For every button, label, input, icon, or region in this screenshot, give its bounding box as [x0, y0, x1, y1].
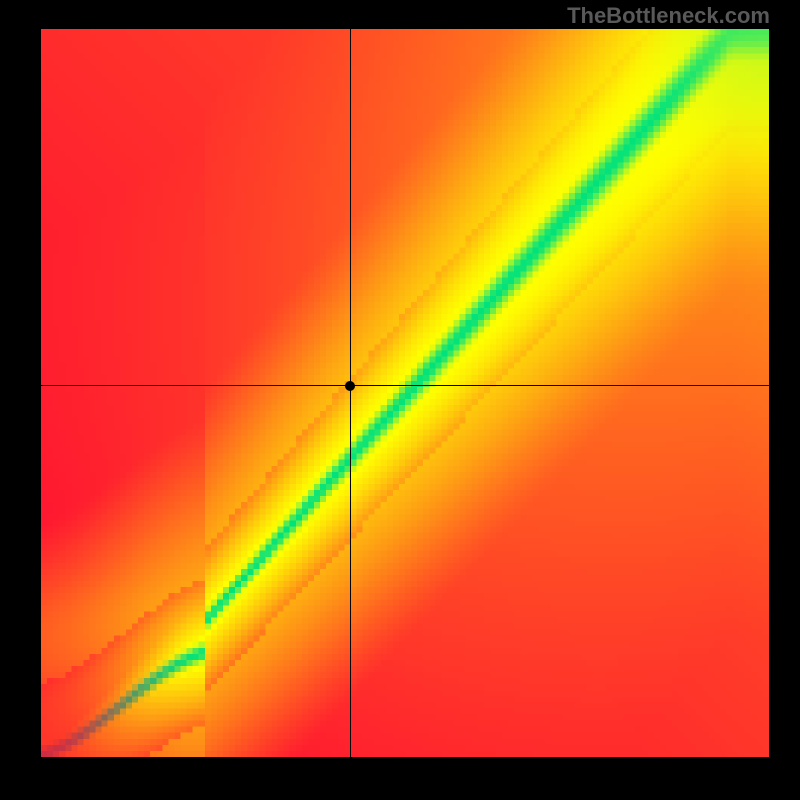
crosshair-vertical	[350, 29, 351, 757]
chart-container: TheBottleneck.com	[0, 0, 800, 800]
crosshair-horizontal	[41, 385, 769, 386]
heatmap-canvas	[41, 29, 769, 757]
watermark-text: TheBottleneck.com	[567, 3, 770, 29]
